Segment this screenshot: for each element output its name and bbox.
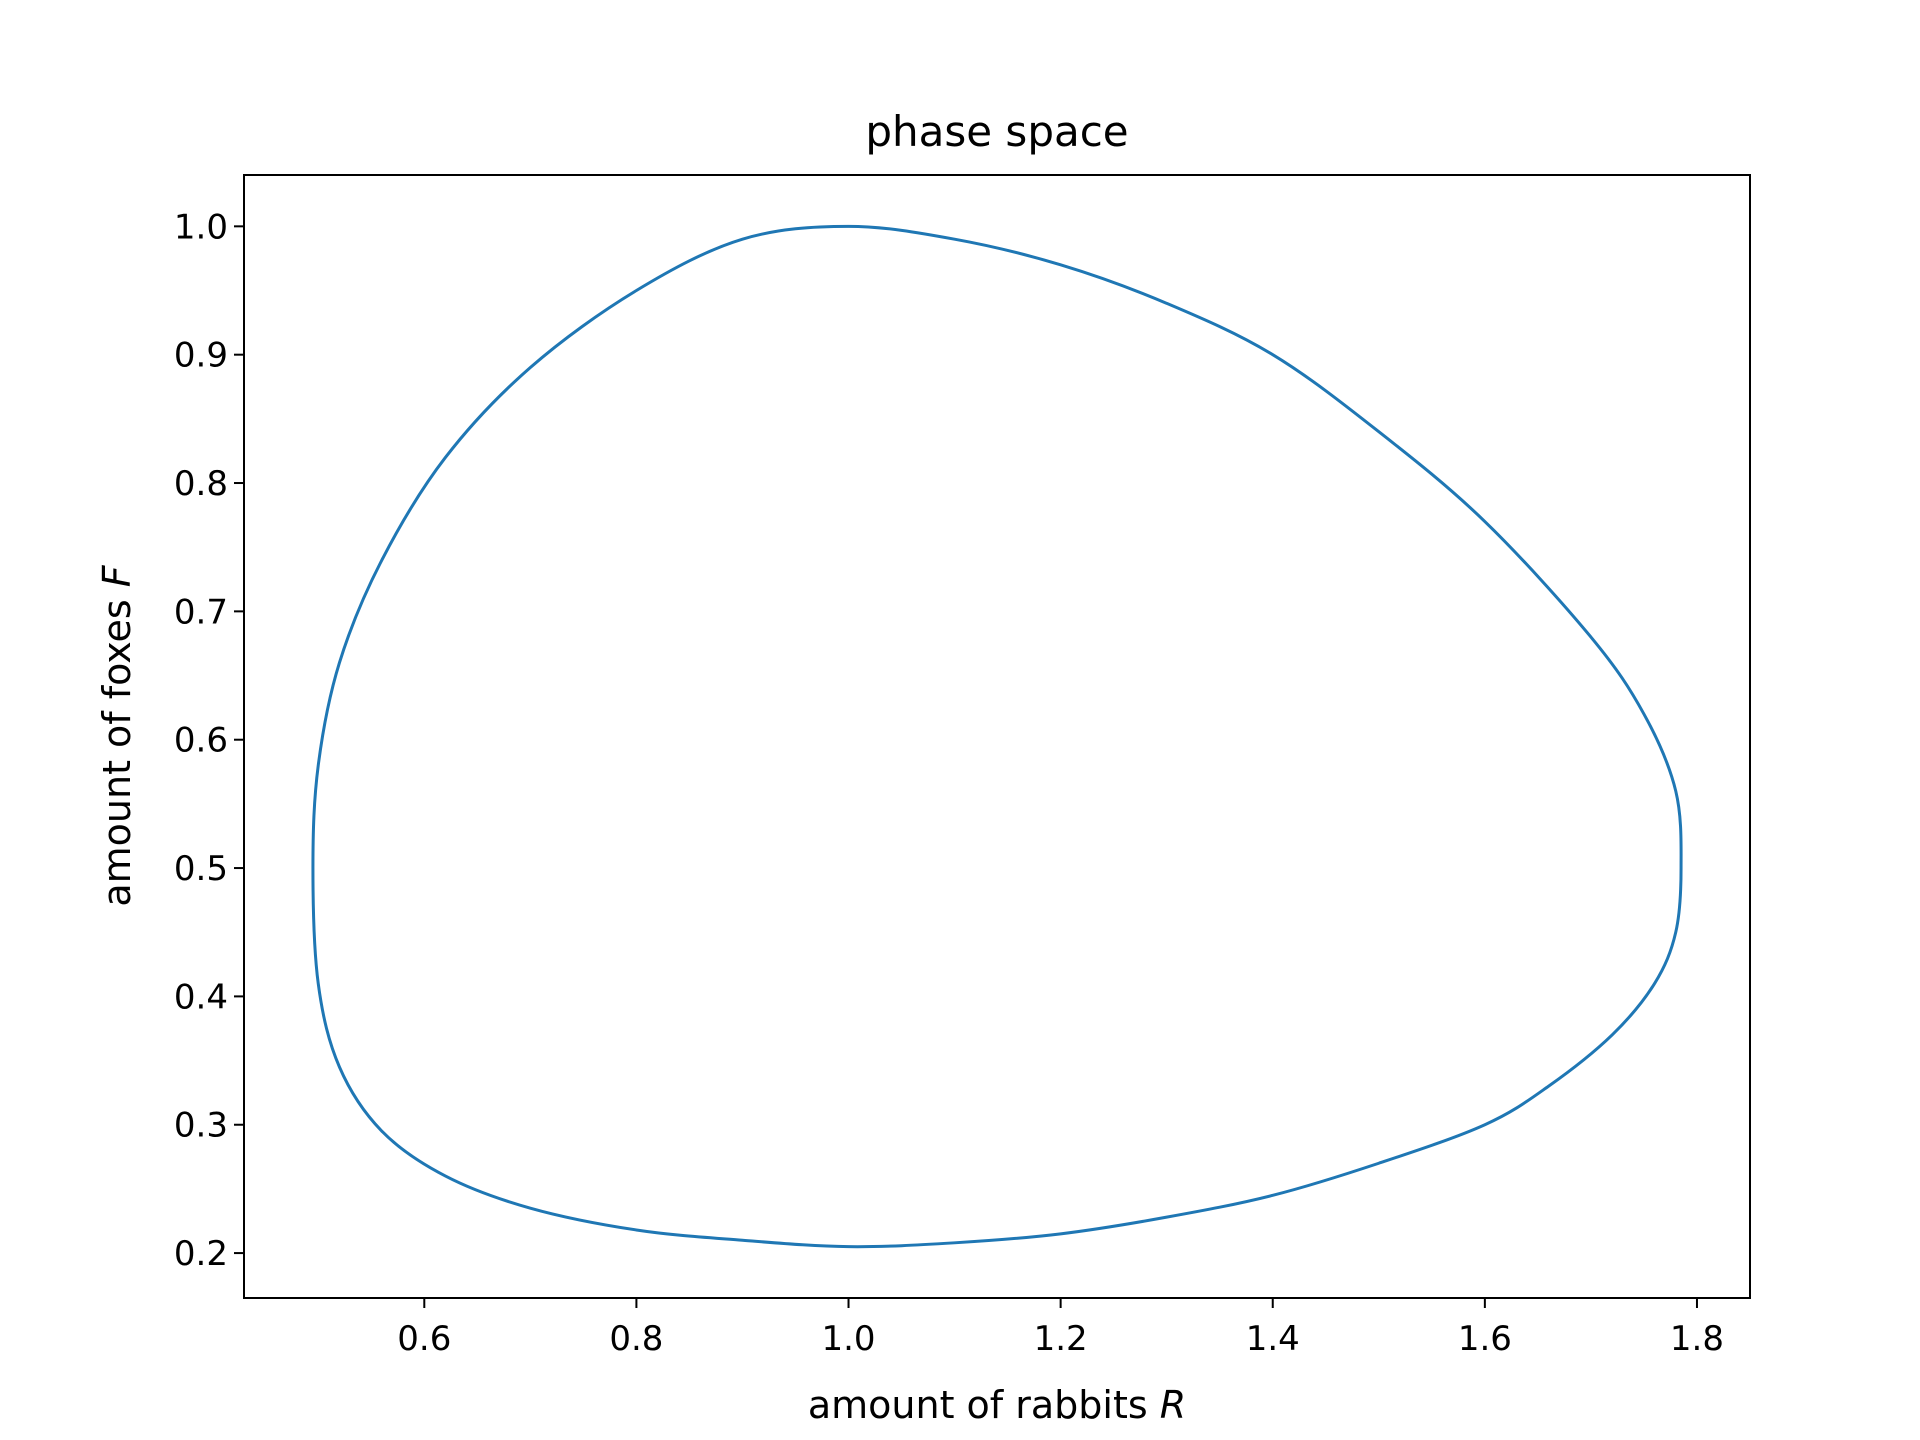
y-tick-label: 0.2: [174, 1234, 228, 1274]
y-tick-label: 0.9: [174, 336, 228, 376]
trajectory-curve: [311, 224, 1683, 1249]
y-tick-label: 0.4: [174, 977, 228, 1017]
y-tick-label: 0.8: [174, 464, 228, 504]
plot-frame: [243, 174, 1751, 1299]
x-tick-label: 0.6: [397, 1319, 451, 1359]
y-axis-variable: F: [95, 564, 139, 587]
y-axis-label: amount of foxes F: [95, 564, 139, 906]
x-tick-label: 1.0: [821, 1319, 875, 1359]
x-axis-variable: R: [1160, 1383, 1186, 1427]
x-tick-label: 1.4: [1246, 1319, 1300, 1359]
y-tick-label: 0.3: [174, 1106, 228, 1146]
x-axis-label: amount of rabbits R: [808, 1383, 1186, 1427]
chart-title: phase space: [865, 107, 1128, 156]
x-tick-label: 1.2: [1034, 1319, 1088, 1359]
x-axis: 0.6 0.8 1.0 1.2 1.4 1.6 1.8: [397, 1298, 1724, 1359]
y-tick-label: 0.6: [174, 721, 228, 761]
x-axis-label-text: amount of rabbits: [808, 1383, 1148, 1427]
y-axis: 0.2 0.3 0.4 0.5 0.6 0.7 0.8 0.9 1.0: [174, 207, 244, 1274]
y-tick-label: 0.7: [174, 592, 228, 632]
y-axis-label-text: amount of foxes: [95, 599, 139, 906]
x-tick-label: 0.8: [609, 1319, 663, 1359]
x-tick-label: 1.8: [1670, 1319, 1724, 1359]
x-tick-label: 1.6: [1458, 1319, 1512, 1359]
y-tick-label: 1.0: [174, 207, 228, 247]
y-tick-label: 0.5: [174, 849, 228, 889]
